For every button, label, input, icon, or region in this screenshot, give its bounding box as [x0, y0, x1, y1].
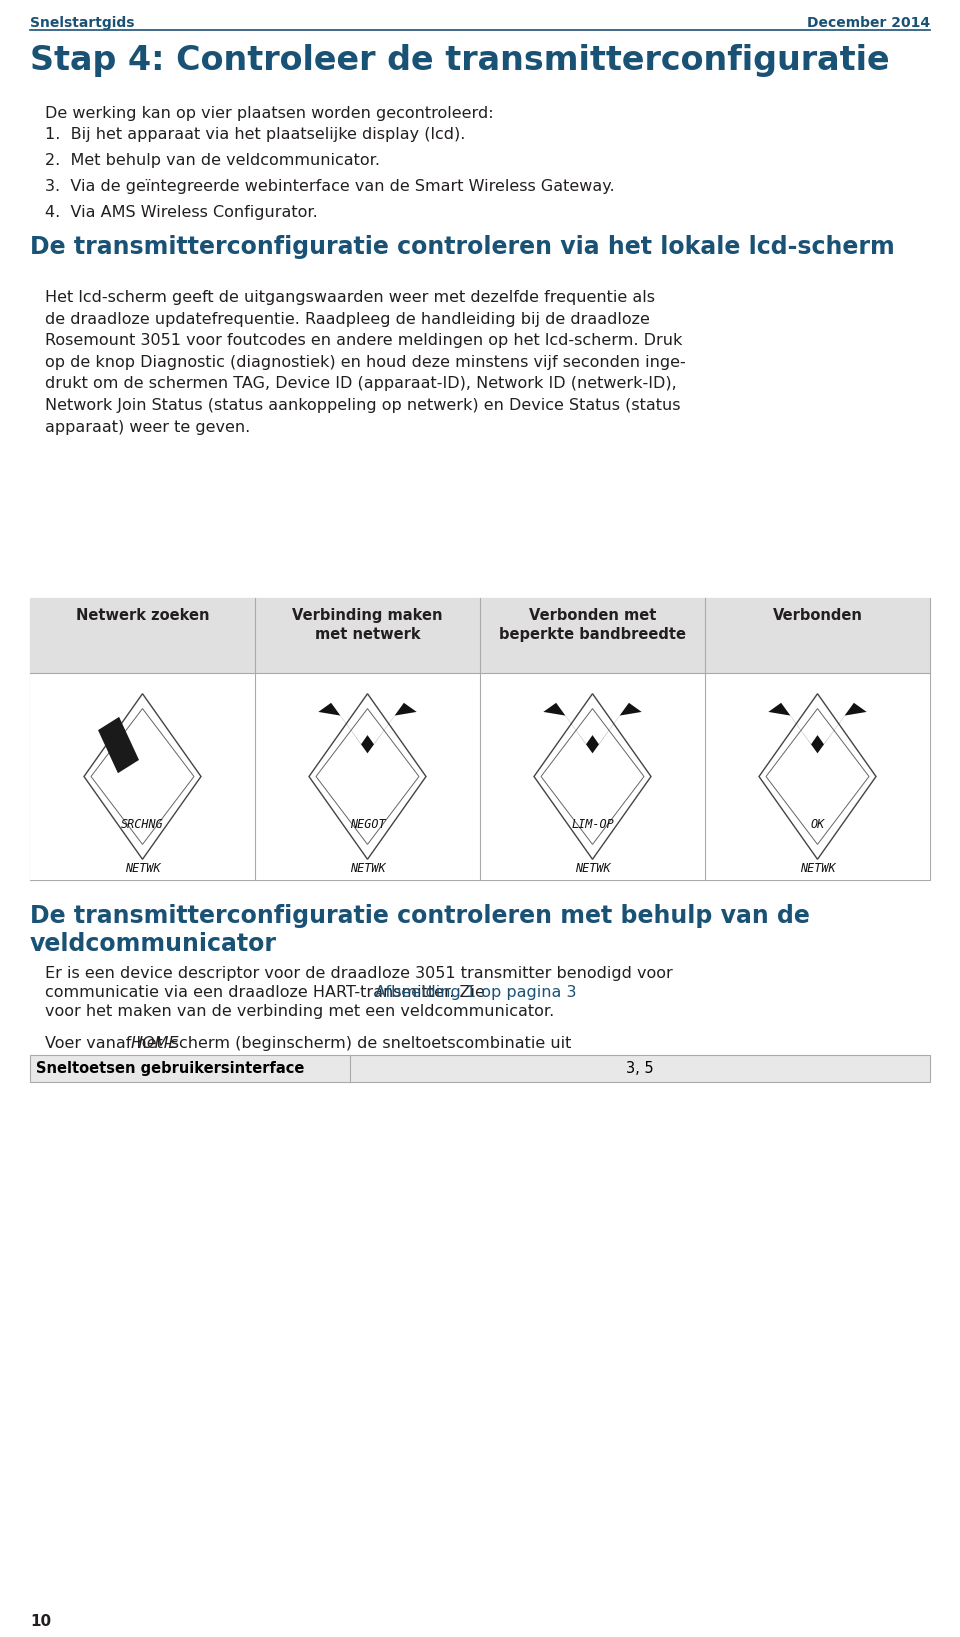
- Text: HOME: HOME: [131, 1036, 180, 1051]
- Text: 3, 5: 3, 5: [626, 1061, 654, 1076]
- Text: OK: OK: [810, 817, 825, 830]
- Text: 1.  Bij het apparaat via het plaatselijke display (lcd).: 1. Bij het apparaat via het plaatselijke…: [45, 128, 466, 142]
- Polygon shape: [766, 709, 869, 845]
- Text: 10: 10: [30, 1614, 51, 1629]
- Text: De werking kan op vier plaatsen worden gecontroleerd:: De werking kan op vier plaatsen worden g…: [45, 106, 493, 121]
- Polygon shape: [543, 702, 641, 753]
- Polygon shape: [316, 709, 419, 845]
- Text: Afbeelding 1 op pagina 3: Afbeelding 1 op pagina 3: [375, 985, 577, 1000]
- Text: communicatie via een draadloze HART-transmitter. Zie: communicatie via een draadloze HART-tran…: [45, 985, 490, 1000]
- Text: Stap 4: Controleer de transmitterconfiguratie: Stap 4: Controleer de transmitterconfigu…: [30, 44, 890, 77]
- Text: NETWK: NETWK: [800, 863, 835, 876]
- Text: Verbinding maken
met netwerk: Verbinding maken met netwerk: [292, 607, 443, 642]
- Text: Het lcd-scherm geeft de uitgangswaarden weer met dezelfde frequentie als
de draa: Het lcd-scherm geeft de uitgangswaarden …: [45, 290, 685, 434]
- Text: NEGOT: NEGOT: [349, 817, 385, 830]
- Text: veldcommunicator: veldcommunicator: [30, 931, 277, 956]
- Bar: [30, 598, 930, 881]
- Text: NETWK: NETWK: [349, 863, 385, 876]
- Text: Er is een device descriptor voor de draadloze 3051 transmitter benodigd voor: Er is een device descriptor voor de draa…: [45, 966, 673, 981]
- Polygon shape: [768, 702, 867, 753]
- Text: Verbonden: Verbonden: [773, 607, 862, 624]
- Polygon shape: [98, 717, 139, 773]
- Text: Verbonden met
beperkte bandbreedte: Verbonden met beperkte bandbreedte: [499, 607, 686, 642]
- Text: 3.  Via de geïntegreerde webinterface van de Smart Wireless Gateway.: 3. Via de geïntegreerde webinterface van…: [45, 178, 614, 195]
- Polygon shape: [91, 709, 194, 845]
- Text: Voer vanaf het: Voer vanaf het: [45, 1036, 168, 1051]
- Text: Sneltoetsen gebruikersinterface: Sneltoetsen gebruikersinterface: [36, 1061, 304, 1076]
- Text: SRCHNG: SRCHNG: [121, 817, 164, 830]
- Text: LIM-OP: LIM-OP: [571, 817, 613, 830]
- Text: voor het maken van de verbinding met een veldcommunicator.: voor het maken van de verbinding met een…: [45, 1003, 554, 1018]
- Text: De transmitterconfiguratie controleren via het lokale lcd-scherm: De transmitterconfiguratie controleren v…: [30, 236, 895, 259]
- Bar: [30, 673, 930, 881]
- Text: NETWK: NETWK: [125, 863, 160, 876]
- Text: Netwerk zoeken: Netwerk zoeken: [76, 607, 209, 624]
- Polygon shape: [541, 709, 644, 845]
- Polygon shape: [319, 702, 417, 753]
- Text: 2.  Met behulp van de veldcommunicator.: 2. Met behulp van de veldcommunicator.: [45, 152, 380, 169]
- Text: Snelstartgids: Snelstartgids: [30, 16, 134, 29]
- Bar: [30, 1054, 930, 1082]
- Text: De transmitterconfiguratie controleren met behulp van de: De transmitterconfiguratie controleren m…: [30, 904, 810, 928]
- Text: NETWK: NETWK: [575, 863, 611, 876]
- Polygon shape: [759, 694, 876, 859]
- Text: December 2014: December 2014: [806, 16, 930, 29]
- Polygon shape: [84, 694, 201, 859]
- Polygon shape: [534, 694, 651, 859]
- Text: -scherm (beginscherm) de sneltoetscombinatie uit: -scherm (beginscherm) de sneltoetscombin…: [165, 1036, 571, 1051]
- Text: 4.  Via AMS Wireless Configurator.: 4. Via AMS Wireless Configurator.: [45, 205, 318, 219]
- Polygon shape: [309, 694, 426, 859]
- Bar: [30, 598, 930, 673]
